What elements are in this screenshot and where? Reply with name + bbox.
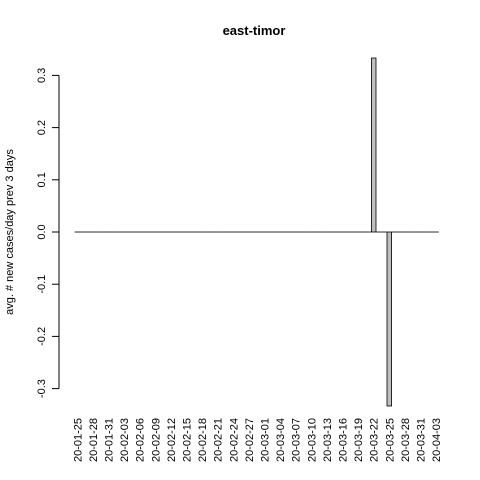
y-axis: -0.3 -0.2 -0.1 0.0 0.1 0.2 0.3 (36, 68, 60, 398)
x-tick-label: 20-03-04 (275, 418, 287, 462)
x-tick-label: 20-03-19 (353, 418, 365, 462)
y-tick-label: -0.3 (36, 379, 48, 398)
x-tick-label: 20-03-25 (384, 418, 396, 462)
x-tick-label: 20-02-27 (244, 418, 256, 462)
x-tick-label: 20-02-09 (150, 418, 162, 462)
x-tick-label: 20-02-15 (182, 418, 194, 462)
x-tick-label: 20-03-16 (338, 418, 350, 462)
x-tick-label: 20-01-28 (88, 418, 100, 462)
y-tick-label: -0.2 (36, 327, 48, 346)
x-tick-label: 20-03-13 (322, 418, 334, 462)
bars (74, 57, 439, 407)
x-tick-label: 20-02-12 (166, 418, 178, 462)
x-tick-label: 20-03-10 (306, 418, 318, 462)
y-tick-label: 0.0 (36, 224, 48, 239)
bar (386, 231, 392, 407)
x-axis: 20-01-25 20-01-28 20-01-31 20-02-03 20-02-06… (72, 418, 443, 462)
x-tick-label: 20-03-28 (400, 418, 412, 462)
bar (370, 57, 377, 233)
x-tick-label: 20-02-03 (119, 418, 131, 462)
x-tick-label: 20-01-31 (104, 418, 116, 462)
y-axis-label: avg. # new cases/day prev 3 days (4, 149, 16, 315)
x-tick-label: 20-02-21 (213, 418, 225, 462)
x-tick-label: 20-04-03 (431, 418, 443, 462)
x-tick-label: 20-02-24 (228, 418, 240, 462)
y-tick-label: 0.2 (36, 120, 48, 135)
x-tick-label: 20-01-25 (72, 418, 84, 462)
x-tick-label: 20-03-01 (260, 418, 272, 462)
y-tick-label: 0.3 (36, 68, 48, 83)
x-tick-label: 20-02-06 (135, 418, 147, 462)
y-tick-label: 0.1 (36, 172, 48, 187)
x-tick-label: 20-03-31 (416, 418, 428, 462)
x-tick-label: 20-03-22 (369, 418, 381, 462)
x-tick-label: 20-02-18 (197, 418, 209, 462)
x-tick-label: 20-03-07 (291, 418, 303, 462)
chart-title: east-timor (223, 23, 286, 38)
y-tick-label: -0.1 (36, 275, 48, 294)
